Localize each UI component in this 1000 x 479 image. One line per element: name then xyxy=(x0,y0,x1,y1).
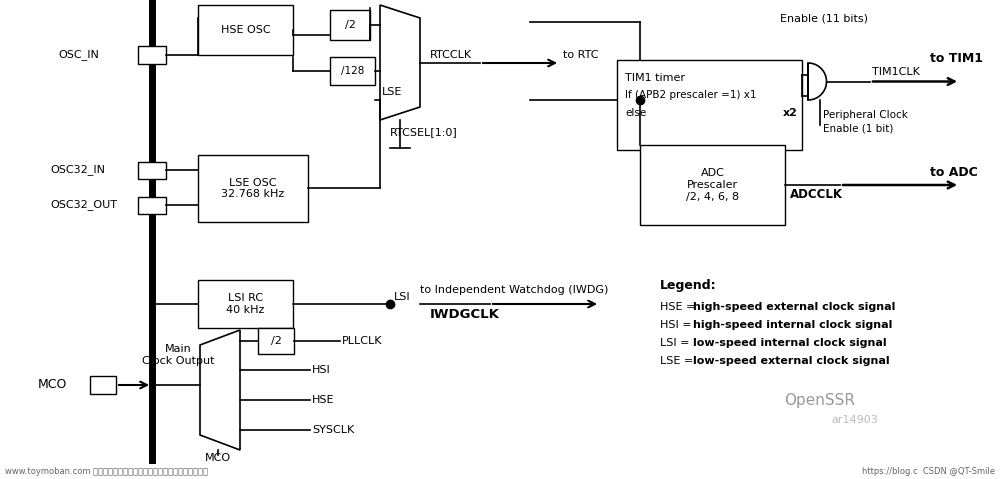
Bar xyxy=(330,57,375,85)
Text: ADCCLK: ADCCLK xyxy=(790,189,843,202)
Text: OSC32_OUT: OSC32_OUT xyxy=(50,200,117,210)
Bar xyxy=(617,60,802,150)
Bar xyxy=(138,197,166,214)
Text: /2: /2 xyxy=(345,20,355,30)
Text: LSE OSC
32.768 kHz: LSE OSC 32.768 kHz xyxy=(221,178,285,199)
Polygon shape xyxy=(200,330,240,450)
Text: RTCSEL[1:0]: RTCSEL[1:0] xyxy=(390,127,458,137)
Text: OSC_IN: OSC_IN xyxy=(58,49,99,60)
Text: RTCCLK: RTCCLK xyxy=(430,50,472,60)
Text: LSE =: LSE = xyxy=(660,356,697,366)
Text: Main
Clock Output: Main Clock Output xyxy=(142,344,214,366)
Text: low-speed external clock signal: low-speed external clock signal xyxy=(693,356,890,366)
Text: https://blog.c  CSDN @QT-Smile: https://blog.c CSDN @QT-Smile xyxy=(862,468,995,477)
Text: OSC32_IN: OSC32_IN xyxy=(50,165,105,175)
Text: HSE OSC: HSE OSC xyxy=(221,25,270,35)
Text: x2: x2 xyxy=(783,108,798,118)
Bar xyxy=(138,46,166,64)
Text: Legend:: Legend: xyxy=(660,278,717,292)
Text: /2: /2 xyxy=(271,336,281,346)
Text: to TIM1: to TIM1 xyxy=(930,52,983,65)
Text: MCO: MCO xyxy=(205,453,231,463)
Text: MCO: MCO xyxy=(38,378,67,391)
Text: Enable (1 bit): Enable (1 bit) xyxy=(823,123,893,133)
Text: to Independent Watchdog (IWDG): to Independent Watchdog (IWDG) xyxy=(420,285,608,295)
Text: If (APB2 prescaler =1) x1: If (APB2 prescaler =1) x1 xyxy=(625,90,757,100)
Text: HSI =: HSI = xyxy=(660,320,695,330)
Text: low-speed internal clock signal: low-speed internal clock signal xyxy=(693,338,887,348)
Text: ar14903: ar14903 xyxy=(832,415,878,425)
Bar xyxy=(198,155,308,222)
Text: www.toymoban.com 网络图片仅供展示，非存储，如有侵权请联系删除。: www.toymoban.com 网络图片仅供展示，非存储，如有侵权请联系删除。 xyxy=(5,468,208,477)
Text: to RTC: to RTC xyxy=(563,50,598,60)
Text: high-speed internal clock signal: high-speed internal clock signal xyxy=(693,320,892,330)
Text: else: else xyxy=(625,108,646,118)
Text: LSI: LSI xyxy=(394,292,411,302)
Text: to ADC: to ADC xyxy=(930,166,978,179)
Text: /128: /128 xyxy=(341,66,364,76)
Text: TIM1 timer: TIM1 timer xyxy=(625,73,685,83)
Bar xyxy=(258,328,294,354)
Text: HSE =: HSE = xyxy=(660,302,699,312)
Text: OpenSSR: OpenSSR xyxy=(784,392,856,408)
Polygon shape xyxy=(380,5,420,120)
Bar xyxy=(330,10,370,40)
Text: high-speed external clock signal: high-speed external clock signal xyxy=(693,302,895,312)
Bar xyxy=(198,5,293,55)
Text: LSI =: LSI = xyxy=(660,338,693,348)
Text: LSE: LSE xyxy=(382,87,402,97)
Text: Peripheral Clock: Peripheral Clock xyxy=(823,110,908,120)
Text: HSI: HSI xyxy=(312,365,331,375)
Text: IWDGCLK: IWDGCLK xyxy=(430,308,500,321)
Text: LSI RC
40 kHz: LSI RC 40 kHz xyxy=(226,293,265,315)
Text: SYSCLK: SYSCLK xyxy=(312,425,354,435)
Bar xyxy=(640,145,785,225)
Bar xyxy=(90,376,116,394)
Text: PLLCLK: PLLCLK xyxy=(342,336,382,346)
Text: Enable (11 bits): Enable (11 bits) xyxy=(780,13,868,23)
Polygon shape xyxy=(808,63,826,100)
Bar xyxy=(198,280,293,328)
Text: HSE: HSE xyxy=(312,395,334,405)
Text: ADC
Prescaler
/2, 4, 6, 8: ADC Prescaler /2, 4, 6, 8 xyxy=(686,169,739,202)
Text: TIM1CLK: TIM1CLK xyxy=(872,67,920,77)
Bar xyxy=(138,162,166,179)
